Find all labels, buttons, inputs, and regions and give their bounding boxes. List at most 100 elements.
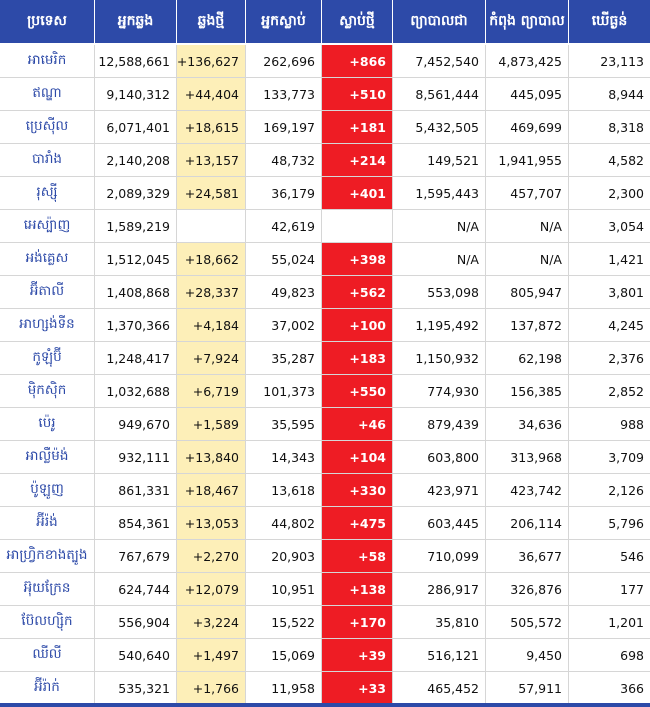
active-cell: 1,941,955	[486, 144, 569, 176]
table-row: កូឡុំប៊ី 1,248,417 +7,924 35,287 +183 1,150,9…	[0, 342, 650, 375]
country-cell: អាហ្រ្វិកខាងត្បូង	[0, 540, 95, 572]
cases-cell: 854,361	[95, 507, 177, 539]
new-cases-cell: +18,467	[177, 474, 246, 506]
deaths-cell: 44,802	[246, 507, 322, 539]
table-row: អ៊ីរ៉ាក់ 535,321 +1,766 11,958 +33 465,452 57,…	[0, 672, 650, 705]
active-cell: 423,742	[486, 474, 569, 506]
recovered-cell: 149,521	[393, 144, 486, 176]
active-cell: N/A	[486, 210, 569, 242]
new-cases-cell: +12,079	[177, 573, 246, 605]
new-deaths-cell: +562	[322, 276, 393, 308]
cases-cell: 6,071,401	[95, 111, 177, 143]
cases-cell: 1,248,417	[95, 342, 177, 374]
cases-cell: 9,140,312	[95, 78, 177, 110]
cases-cell: 861,331	[95, 474, 177, 506]
active-cell: 805,947	[486, 276, 569, 308]
active-cell: 62,198	[486, 342, 569, 374]
recovered-cell: 7,452,540	[393, 45, 486, 77]
country-cell: ប៉ូឡូញ	[0, 474, 95, 506]
recovered-cell: 603,445	[393, 507, 486, 539]
table-row: ឈីលី 540,640 +1,497 15,069 +39 516,121 9,450 69…	[0, 639, 650, 672]
new-deaths-cell: +170	[322, 606, 393, 638]
critical-cell: 177	[620, 581, 644, 597]
cases-cell: 1,589,219	[95, 210, 177, 242]
table-row: អ៊ុយក្រែន 624,744 +12,079 10,951 +138 286,917…	[0, 573, 650, 606]
table-row: ប្រេស៊ីល 6,071,401 +18,615 169,197 +181 5,432…	[0, 111, 650, 144]
cases-cell: 535,321	[95, 672, 177, 704]
header-new-deaths: ស្លាប់ថ្មី	[322, 0, 393, 43]
bottom-border	[0, 703, 650, 707]
deaths-cell: 15,069	[246, 639, 322, 671]
critical-cell: 698	[620, 647, 644, 663]
cases-cell: 556,904	[95, 606, 177, 638]
cases-cell: 2,089,329	[95, 177, 177, 209]
country-cell: ប្រេស៊ីល	[0, 111, 95, 143]
table-row: អាហ្សង់ទីន 1,370,366 +4,184 37,002 +100 1,195…	[0, 309, 650, 342]
active-cell: 469,699	[486, 111, 569, 143]
new-cases-cell: +1,497	[177, 639, 246, 671]
country-cell: អ៊ីរ៉ាក់	[0, 672, 95, 704]
new-cases-cell: +1,766	[177, 672, 246, 704]
cases-cell: 624,744	[95, 573, 177, 605]
country-cell: ម៉ិកស៊ិក	[0, 375, 95, 407]
new-deaths-cell: +401	[322, 177, 393, 209]
country-cell: បារាំង	[0, 144, 95, 176]
country-cell: អ៊ីតាលី	[0, 276, 95, 308]
recovered-cell: 8,561,444	[393, 78, 486, 110]
header-critical: ឃើធ្ងន់	[591, 12, 628, 29]
recovered-cell: 553,098	[393, 276, 486, 308]
cases-cell: 1,408,868	[95, 276, 177, 308]
active-cell: 505,572	[486, 606, 569, 638]
new-cases-cell: +6,719	[177, 375, 246, 407]
active-cell: 57,911	[486, 672, 569, 704]
new-deaths-cell: +46	[322, 408, 393, 440]
critical-cell: 3,801	[608, 284, 644, 300]
recovered-cell: 423,971	[393, 474, 486, 506]
active-cell: 36,677	[486, 540, 569, 572]
critical-cell: 5,796	[608, 515, 644, 531]
critical-cell: 1,201	[608, 614, 644, 630]
critical-cell: 2,376	[608, 350, 644, 366]
cases-cell: 2,140,208	[95, 144, 177, 176]
critical-cell: 4,245	[608, 317, 644, 333]
country-cell: អាហ្សង់ទីន	[0, 309, 95, 341]
deaths-cell: 37,002	[246, 309, 322, 341]
country-cell: កូឡុំប៊ី	[0, 342, 95, 374]
critical-cell: 23,113	[600, 53, 644, 69]
header-new-cases: ឆ្លងថ្មី	[177, 0, 246, 43]
recovered-cell: N/A	[393, 243, 486, 275]
active-cell: 457,707	[486, 177, 569, 209]
new-deaths-cell: +510	[322, 78, 393, 110]
country-cell: រុស្ស៊ី	[0, 177, 95, 209]
recovered-cell: 1,195,492	[393, 309, 486, 341]
deaths-cell: 15,522	[246, 606, 322, 638]
new-deaths-cell: +550	[322, 375, 393, 407]
table-row: អាមេរិក 12,588,661 +136,627 262,696 +866 7,45…	[0, 45, 650, 78]
recovered-cell: 879,439	[393, 408, 486, 440]
cases-cell: 1,512,045	[95, 243, 177, 275]
new-cases-cell: +18,615	[177, 111, 246, 143]
country-cell: អង់គ្លេស	[0, 243, 95, 275]
new-cases-cell: +3,224	[177, 606, 246, 638]
critical-cell: 988	[620, 416, 644, 432]
new-cases-cell: +7,924	[177, 342, 246, 374]
table-row: ឥណ្ឌា 9,140,312 +44,404 133,773 +510 8,561,44…	[0, 78, 650, 111]
new-cases-cell: +13,157	[177, 144, 246, 176]
table-row: អង់គ្លេស 1,512,045 +18,662 55,024 +398 N/A N/A…	[0, 243, 650, 276]
active-cell: 34,636	[486, 408, 569, 440]
table-row: ប៉េរូ 949,670 +1,589 35,595 +46 879,439 34,636…	[0, 408, 650, 441]
country-cell: ប៊ែលហ្ស៊ិក	[0, 606, 95, 638]
table-row: ប៊ែលហ្ស៊ិក 556,904 +3,224 15,522 +170 35,810 5…	[0, 606, 650, 639]
table-row: អាល្លឺម៉ង់ 932,111 +13,840 14,343 +104 603,80…	[0, 441, 650, 474]
recovered-cell: 603,800	[393, 441, 486, 473]
deaths-cell: 14,343	[246, 441, 322, 473]
deaths-cell: 42,619	[246, 210, 322, 242]
recovered-cell: 1,150,932	[393, 342, 486, 374]
recovered-cell: 465,452	[393, 672, 486, 704]
header-recovered: ព្យាបាលជា	[393, 0, 486, 43]
new-deaths-cell: +214	[322, 144, 393, 176]
recovered-cell: N/A	[393, 210, 486, 242]
active-cell: 313,968	[486, 441, 569, 473]
header-deaths: អ្នកស្លាប់	[246, 0, 322, 43]
